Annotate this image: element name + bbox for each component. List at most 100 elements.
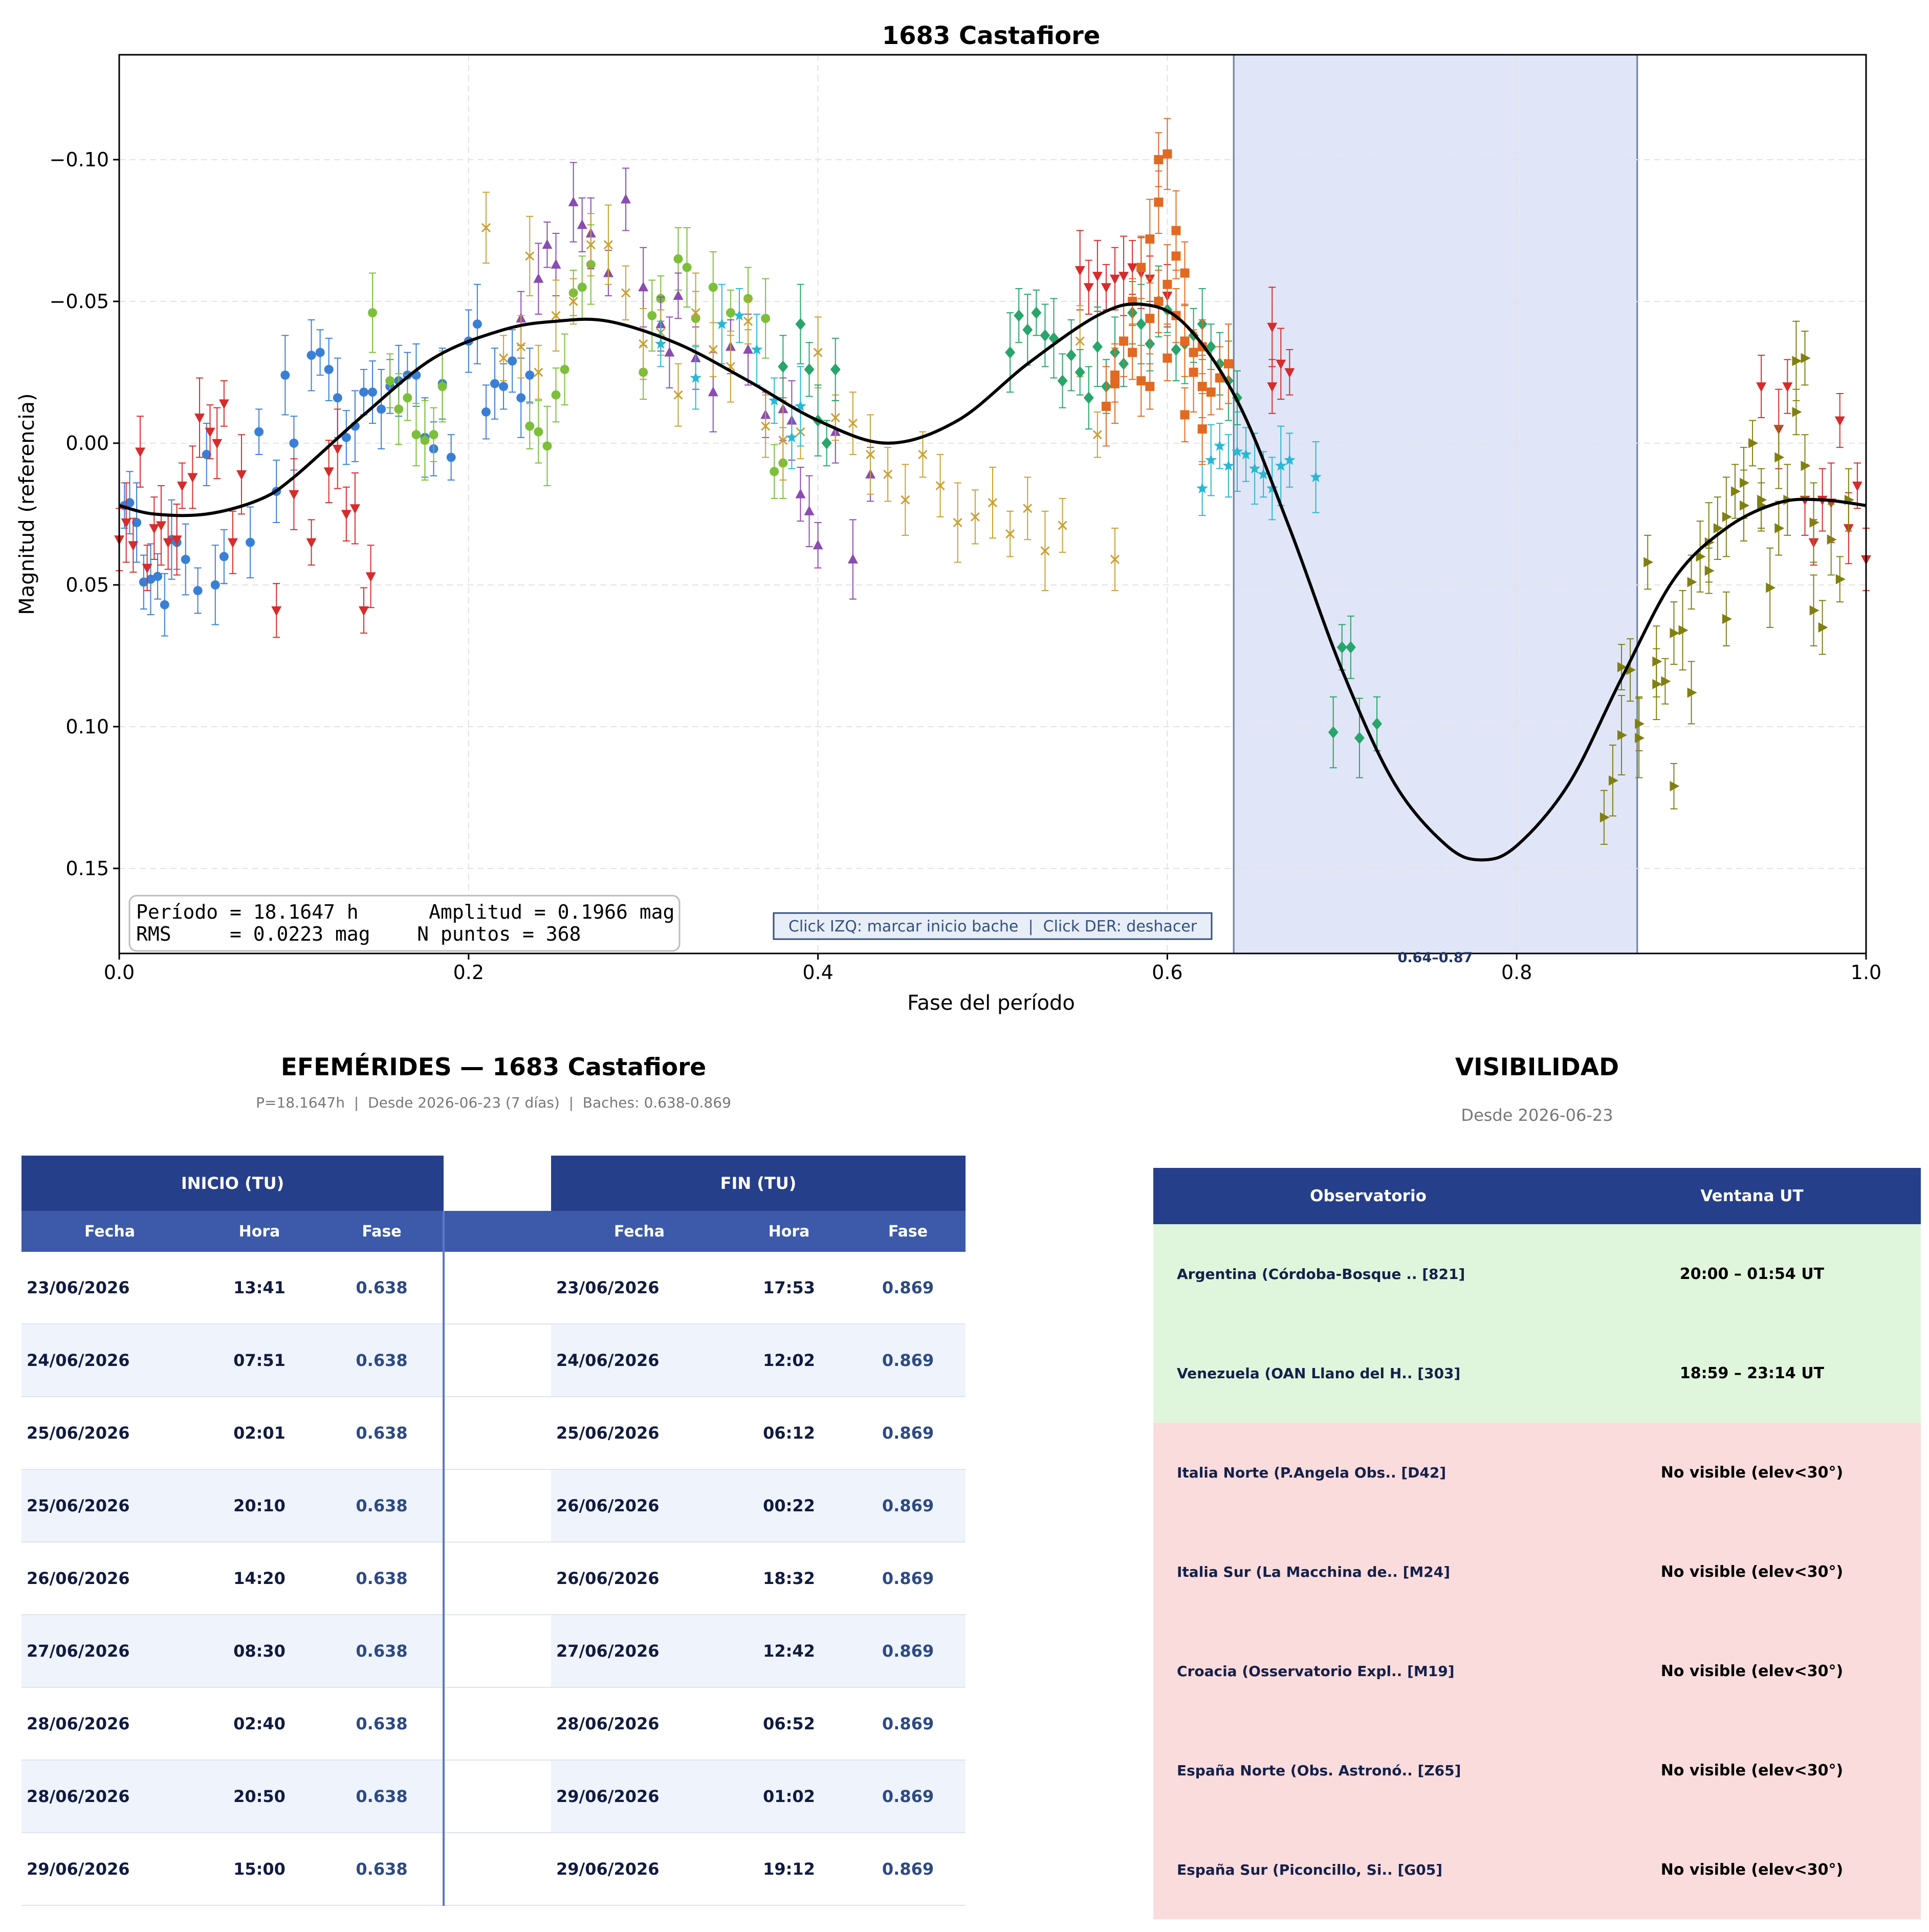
data-point [751,343,763,355]
start-date: 29/06/2026 [21,1833,198,1906]
data-point [770,467,779,476]
visibility-subtitle: Desde 2026-06-23 [1461,1105,1613,1125]
data-point [1145,234,1155,244]
data-point [1240,448,1252,460]
start-phase: 0.638 [321,1760,444,1833]
data-point [1127,263,1138,273]
data-point [1110,554,1120,565]
data-point [664,346,675,357]
start-date: 28/06/2026 [21,1687,198,1761]
data-point [306,538,317,548]
table-row: Italia Sur (La Macchina de.. [M24] No vis… [1153,1522,1921,1621]
data-point [1163,353,1172,363]
col-header-start-fecha: Fecha [21,1211,198,1252]
data-point [813,539,823,550]
data-point [324,364,334,374]
data-point [289,438,299,448]
data-point [1310,471,1322,483]
visibility-window: 20:00 – 01:54 UT [1583,1224,1921,1323]
end-date: 27/06/2026 [551,1615,728,1688]
col-header-start-fase: Fase [321,1211,444,1252]
data-point [918,449,928,460]
data-point [682,263,692,272]
data-point [1154,198,1164,207]
data-point [385,376,395,386]
data-point [1223,359,1233,368]
start-phase: 0.638 [321,1833,444,1906]
data-point [1092,340,1103,353]
data-point [795,400,806,411]
data-point [1328,726,1339,739]
data-point [560,364,569,374]
data-point [177,481,187,491]
data-point [333,393,342,403]
light-curve-chart[interactable]: 1683 Castafiore 0.0 0.2 0.4 0.6 0.8 1.0 −0.10 −… [0,0,1929,1024]
group-header-start: INICIO (TU) [21,1156,444,1211]
end-time: 12:42 [728,1615,851,1688]
data-point [315,348,325,357]
start-time: 14:20 [198,1542,321,1615]
data-point [586,240,596,250]
data-point [1197,424,1207,434]
info-line-1: Período = 18.1647 h Amplitud = 0.1966 ma… [136,901,674,923]
data-point [1635,733,1645,744]
data-point [1163,149,1172,159]
data-point [708,386,718,397]
data-point [516,393,526,403]
data-point [420,436,430,445]
start-phase: 0.638 [321,1397,444,1470]
data-point [1031,307,1042,319]
data-point [212,439,223,449]
data-point [156,521,166,531]
data-point [377,404,386,414]
group-header-end: FIN (TU) [551,1156,966,1211]
data-point [1284,454,1296,465]
data-point [1075,336,1085,346]
data-point [848,419,858,428]
data-point [1608,775,1618,786]
data-point [865,449,875,460]
data-point [1740,500,1750,511]
end-time: 17:53 [728,1252,851,1325]
table-row: Italia Norte (P.Angela Obs.. [D42] No vis… [1153,1423,1921,1522]
data-point [1670,628,1680,639]
data-point [935,481,945,491]
end-phase: 0.869 [850,1252,966,1325]
data-point [246,537,255,547]
data-point [1834,416,1845,426]
data-point [368,308,378,318]
x-tick-label: 1.0 [1851,961,1881,984]
data-point [534,427,543,437]
data-point [603,240,613,250]
data-point [778,436,788,445]
data-point [830,363,841,376]
observatory-name: Croacia (Osservatorio Expl.. [M19] [1153,1621,1583,1721]
ephemeris-subtitle: P=18.1647h | Desde 2026-06-23 (7 días) |… [256,1094,731,1111]
end-phase: 0.869 [850,1397,966,1470]
data-point [1101,283,1111,293]
table-row: 25/06/2026 02:01 0.638 25/06/2026 06:12 0.869 [21,1397,966,1470]
data-point [1119,336,1129,346]
data-point [1267,322,1278,333]
data-point [394,404,404,414]
data-point [1670,781,1680,792]
y-tick-label: 0.10 [65,715,109,738]
data-point [446,452,456,462]
start-phase: 0.638 [321,1687,444,1761]
data-point [341,510,352,520]
y-tick-label: −0.10 [50,148,109,171]
end-time: 01:02 [728,1760,851,1833]
data-point [673,290,684,300]
data-point [1023,504,1033,513]
table-row: Argentina (Córdoba-Bosque .. [821] 20:00 … [1153,1224,1921,1323]
info-box: Período = 18.1647 h Amplitud = 0.1966 ma… [128,895,681,952]
start-date: 28/06/2026 [21,1760,198,1833]
visibility-window: No visible (elev<30°) [1583,1721,1921,1820]
table-row: Croacia (Osservatorio Expl.. [M19] No vis… [1153,1621,1921,1721]
y-tick-label: 0.15 [65,857,109,880]
data-point [786,431,798,443]
data-point [673,390,683,400]
hint-box: Click IZQ: marcar inicio bache | Click D… [773,912,1213,940]
data-point [472,319,482,329]
data-point [988,498,998,508]
